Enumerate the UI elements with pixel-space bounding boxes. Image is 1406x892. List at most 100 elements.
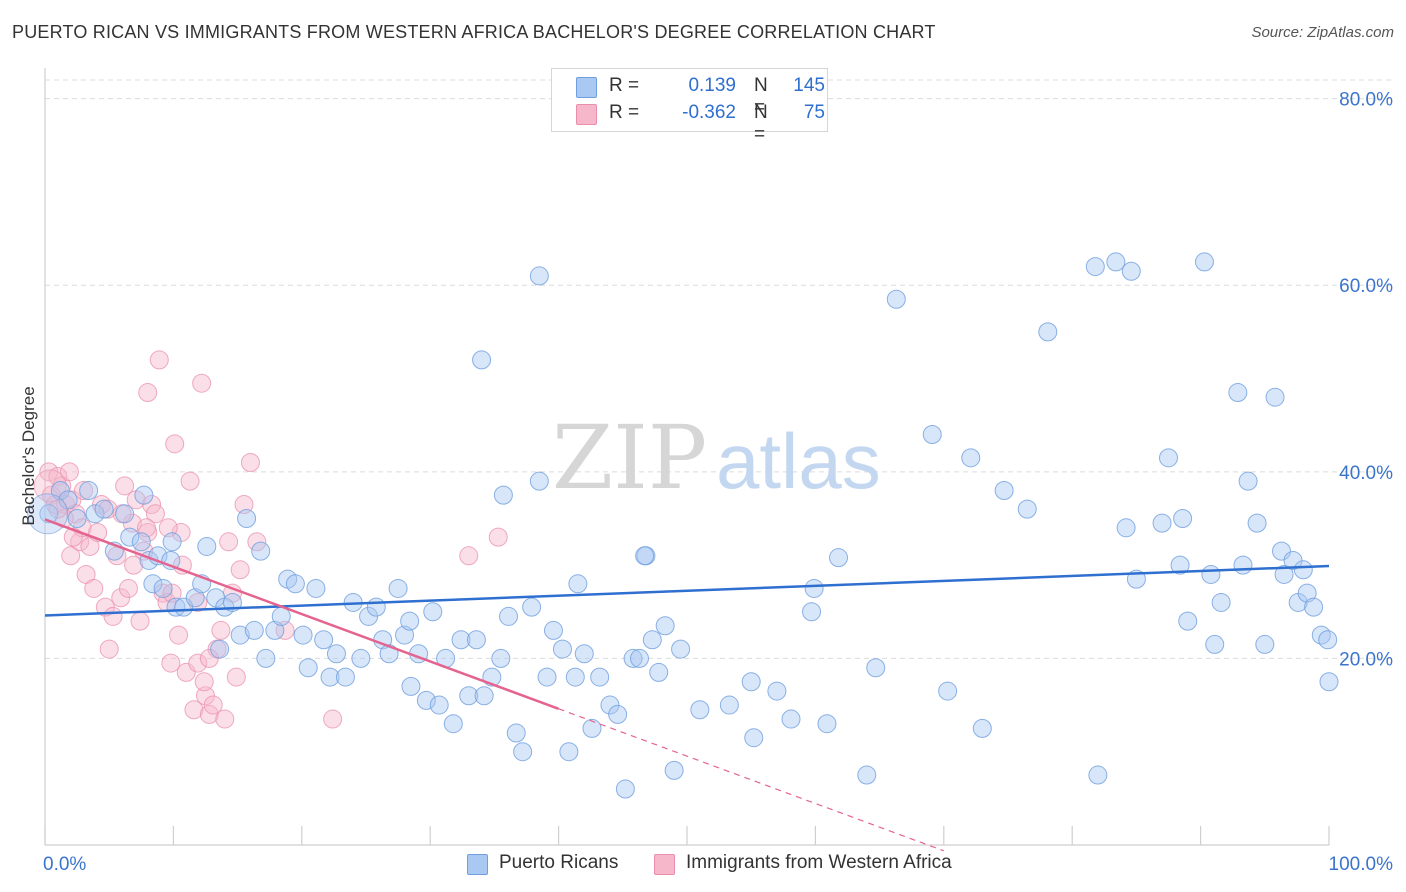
data-point-puerto-ricans [401, 676, 421, 696]
data-point-western-africa [115, 476, 135, 496]
data-point-western-africa [194, 672, 214, 692]
data-point-puerto-ricans [582, 718, 602, 738]
data-point-puerto-ricans [1318, 630, 1338, 650]
series-puerto-ricans [27, 252, 1339, 799]
data-point-western-africa [169, 625, 189, 645]
data-point-puerto-ricans [244, 620, 264, 640]
data-point-western-africa [145, 504, 165, 524]
data-point-western-africa [188, 653, 208, 673]
data-point-puerto-ricans [938, 681, 958, 701]
data-point-puerto-ricans [1088, 765, 1108, 785]
data-point-puerto-ricans [131, 532, 151, 552]
data-point-puerto-ricans [1319, 672, 1339, 692]
data-point-western-africa [240, 453, 260, 472]
data-point-western-africa [130, 611, 150, 631]
y-tick-label: 80.0% [1339, 90, 1393, 111]
data-point-puerto-ricans [506, 723, 526, 743]
data-point-puerto-ricans [298, 658, 318, 678]
data-point-puerto-ricans [210, 639, 230, 659]
data-point-puerto-ricans [1228, 383, 1248, 403]
y-tick-label: 60.0% [1339, 276, 1393, 297]
data-point-western-africa [211, 620, 231, 640]
data-point-western-africa [118, 578, 138, 598]
trend-line-western-africa [44, 518, 560, 710]
data-point-western-africa [103, 606, 123, 626]
data-point-puerto-ricans [58, 490, 78, 510]
data-point-western-africa [99, 639, 119, 659]
data-point-puerto-ricans [395, 625, 415, 645]
data-point-puerto-ricans [429, 695, 449, 715]
data-point-western-africa-cluster [33, 469, 67, 503]
data-point-puerto-ricans [1297, 583, 1317, 603]
data-point-puerto-ricans [493, 485, 513, 505]
data-point-western-africa [215, 709, 235, 729]
data-point-puerto-ricans [961, 448, 981, 468]
data-point-puerto-ricans [529, 471, 549, 491]
legend-r-value: 0.139 [688, 75, 736, 96]
data-point-puerto-ricans [1274, 564, 1294, 584]
data-point-puerto-ricans [671, 639, 691, 659]
tick-labels: 20.0% 40.0% 60.0% 80.0% 0.0% 100.0% [43, 90, 1393, 875]
source-label: Source: ZipAtlas.com [1251, 24, 1394, 41]
data-point-western-africa [184, 700, 204, 720]
data-point-puerto-ricans [466, 630, 486, 650]
data-point-puerto-ricans [529, 266, 549, 286]
data-point-puerto-ricans [1211, 592, 1231, 612]
data-point-western-africa [161, 653, 181, 673]
data-point-puerto-ricans [608, 704, 628, 724]
data-point-puerto-ricans [1121, 261, 1141, 281]
data-point-puerto-ricans [513, 742, 533, 762]
data-point-puerto-ricans [474, 686, 494, 706]
data-point-puerto-ricans [326, 644, 346, 664]
data-point-puerto-ricans [388, 578, 408, 598]
data-point-puerto-ricans [1205, 634, 1225, 654]
data-point-puerto-ricans [804, 578, 824, 598]
data-point-western-africa [59, 462, 79, 482]
legend-label: Puerto Ricans [499, 852, 619, 873]
data-point-western-africa [199, 704, 219, 724]
data-point-western-africa [247, 532, 267, 552]
data-point-puerto-ricans [649, 662, 669, 682]
data-point-puerto-ricans [543, 620, 563, 640]
data-point-puerto-ricans [886, 289, 906, 309]
legend-n-label: N = [754, 75, 768, 118]
data-point-puerto-ricans [767, 681, 787, 701]
data-point-western-africa [149, 350, 169, 370]
data-point-puerto-ricans [251, 541, 271, 561]
data-point-puerto-ricans [781, 709, 801, 729]
y-axis-label: Bachelor's Degree [19, 386, 38, 525]
data-point-puerto-ricans [559, 742, 579, 762]
data-point-puerto-ricans [423, 602, 443, 622]
y-tick-label: 20.0% [1339, 649, 1393, 670]
data-point-western-africa [275, 620, 295, 640]
data-point-puerto-ricans [857, 765, 877, 785]
data-point-puerto-ricans [1159, 448, 1178, 468]
legend-r-label: R = [609, 102, 640, 123]
data-point-puerto-ricans [866, 658, 886, 678]
data-point-puerto-ricans [1038, 322, 1058, 342]
data-point-puerto-ricans [741, 672, 761, 692]
data-point-puerto-ricans [306, 578, 326, 598]
data-point-western-africa [459, 546, 479, 566]
data-point-western-africa [61, 546, 81, 566]
data-point-western-africa [165, 434, 185, 454]
data-point-puerto-ricans [451, 630, 471, 650]
chart-title: PUERTO RICAN VS IMMIGRANTS FROM WESTERN … [12, 22, 936, 42]
data-point-puerto-ricans [1238, 471, 1258, 491]
data-point-puerto-ricans [1265, 387, 1285, 407]
data-point-puerto-ricans [79, 480, 99, 500]
data-point-puerto-ricans [1152, 513, 1172, 533]
data-point-puerto-ricans [1247, 513, 1267, 533]
trend-line-western-africa-extension [558, 708, 945, 852]
legend-r-value: -0.362 [682, 102, 736, 123]
data-point-western-africa [230, 560, 250, 580]
data-point-western-africa [124, 555, 144, 575]
data-point-puerto-ricans [1017, 499, 1037, 519]
data-point-puerto-ricans [802, 602, 822, 622]
legend-swatch-blue [576, 77, 597, 98]
data-point-puerto-ricans [185, 588, 205, 608]
data-point-puerto-ricans [655, 616, 675, 636]
legend-label: Immigrants from Western Africa [686, 852, 952, 873]
data-point-puerto-ricans [1173, 508, 1193, 528]
data-point-puerto-ricans [1233, 555, 1253, 575]
